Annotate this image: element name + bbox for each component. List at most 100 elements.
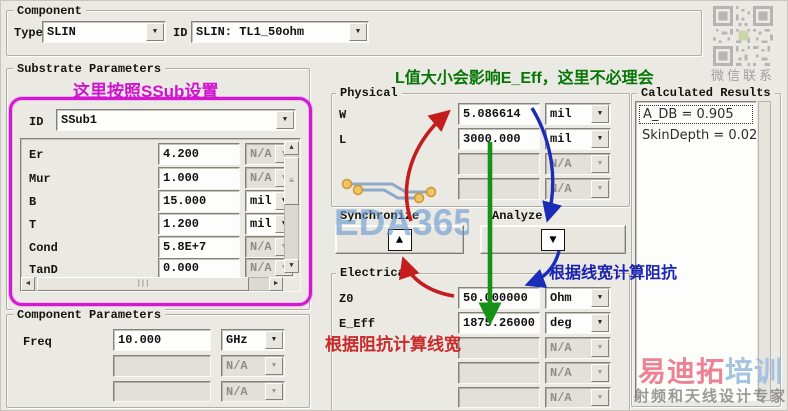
freq-input[interactable] xyxy=(113,329,211,351)
type-dropdown-value: SLIN xyxy=(47,25,76,39)
param-input-tand[interactable] xyxy=(158,258,240,278)
l-label: L xyxy=(339,133,347,147)
param-label-tand: TanD xyxy=(29,263,58,277)
chevron-down-icon: ▼ xyxy=(591,155,609,173)
electrical-input-3 xyxy=(458,337,540,359)
chevron-down-icon: ▼ xyxy=(591,339,609,357)
unit-value: N/A xyxy=(250,261,272,275)
param-input-mur[interactable] xyxy=(158,167,240,189)
blue-annotation: 根据线宽计算阻抗 xyxy=(549,265,678,282)
eeff-input[interactable] xyxy=(458,312,540,334)
scroll-left-icon[interactable]: ◄ xyxy=(21,277,35,291)
electrical-group-title: Electrical xyxy=(336,266,417,280)
up-triangle-icon: ▲ xyxy=(387,228,412,251)
eeff-label: E_Eff xyxy=(339,317,376,331)
component-id-value: SLIN: TL1_50ohm xyxy=(196,25,305,39)
cparam-input-3 xyxy=(113,381,211,402)
electrical-group xyxy=(331,273,630,410)
electrical-unit-3: N/A ▼ xyxy=(545,337,611,359)
physical-group-title: Physical xyxy=(336,86,402,100)
substrate-table xyxy=(20,138,301,292)
chevron-down-icon[interactable]: ▼ xyxy=(146,23,164,41)
cparam-unit-3: N/A ▼ xyxy=(221,381,285,402)
calculated-results-list[interactable]: A_DB = 0.905 SkinDepth = 0.026 xyxy=(635,101,766,401)
result-item[interactable]: A_DB = 0.905 xyxy=(639,105,753,124)
result-item[interactable]: SkinDepth = 0.026 xyxy=(642,128,766,143)
ssub-id-dropdown[interactable]: SSub1 ▼ xyxy=(56,109,296,131)
chevron-down-icon[interactable]: ▼ xyxy=(591,105,609,123)
analyze-button[interactable]: ▼ xyxy=(480,225,626,254)
qr-caption: 微信联系 xyxy=(710,68,775,83)
physical-input-4 xyxy=(458,178,540,200)
chevron-down-icon: ▼ xyxy=(591,364,609,382)
red-annotation: 根据阻抗计算线宽 xyxy=(325,335,461,354)
unit-value: N/A xyxy=(226,359,248,373)
unit-value: N/A xyxy=(550,182,572,196)
down-triangle-icon: ▼ xyxy=(541,228,565,251)
unit-value: N/A xyxy=(550,390,572,405)
z0-input[interactable] xyxy=(458,287,540,309)
param-label-er: Er xyxy=(29,148,44,162)
synchronize-button[interactable]: ▲ xyxy=(335,225,464,254)
chevron-down-icon: ▼ xyxy=(265,383,283,400)
unit-value: GHz xyxy=(226,333,248,347)
param-input-t[interactable] xyxy=(158,213,240,235)
chevron-down-icon: ▼ xyxy=(591,389,609,406)
chevron-down-icon[interactable]: ▼ xyxy=(591,130,609,148)
l-input[interactable] xyxy=(458,128,540,150)
unit-value: N/A xyxy=(226,384,248,399)
electrical-input-5 xyxy=(458,387,540,408)
w-input[interactable] xyxy=(458,103,540,125)
substrate-group-title: Substrate Parameters xyxy=(13,62,166,76)
green-annotation: L值大小会影响E_Eff，这里不必理会 xyxy=(395,70,654,87)
param-label-mur: Mur xyxy=(29,172,51,186)
freq-label: Freq xyxy=(23,335,52,349)
scroll-down-icon[interactable]: ▼ xyxy=(284,259,299,273)
chevron-down-icon[interactable]: ▼ xyxy=(276,111,294,129)
param-label-cond: Cond xyxy=(29,241,58,255)
unit-value: mil xyxy=(250,217,272,231)
cparam-unit-2: N/A ▼ xyxy=(221,355,285,377)
chevron-down-icon[interactable]: ▼ xyxy=(265,331,283,349)
type-dropdown[interactable]: SLIN ▼ xyxy=(42,21,166,43)
eeff-unit-dropdown[interactable]: deg ▼ xyxy=(545,312,611,334)
unit-value: Ohm xyxy=(550,291,572,305)
chevron-down-icon[interactable]: ▼ xyxy=(591,314,609,332)
freq-unit-dropdown[interactable]: GHz ▼ xyxy=(221,329,285,351)
component-id-dropdown[interactable]: SLIN: TL1_50ohm ▼ xyxy=(191,21,369,43)
l-unit-dropdown[interactable]: mil ▼ xyxy=(545,128,611,150)
results-vscrollbar[interactable] xyxy=(758,101,771,401)
unit-value: mil xyxy=(550,132,572,146)
param-input-cond[interactable] xyxy=(158,236,240,258)
ssub-id-value: SSub1 xyxy=(61,113,98,127)
electrical-unit-4: N/A ▼ xyxy=(545,362,611,384)
scroll-up-icon[interactable]: ▲ xyxy=(284,141,299,155)
param-input-b[interactable] xyxy=(158,190,240,212)
physical-group xyxy=(331,93,630,207)
z0-label: Z0 xyxy=(339,292,354,306)
z0-unit-dropdown[interactable]: Ohm ▼ xyxy=(545,287,611,309)
type-label: Type xyxy=(14,26,43,40)
cparam-input-2 xyxy=(113,355,211,377)
unit-value: mil xyxy=(250,194,272,208)
chevron-down-icon: ▼ xyxy=(591,180,609,198)
substrate-annotation: 这里按照SSub设置 xyxy=(73,82,219,101)
chevron-down-icon[interactable]: ▼ xyxy=(591,289,609,307)
unit-value: N/A xyxy=(250,147,272,161)
scroll-right-icon[interactable]: ► xyxy=(269,277,283,291)
hscroll-thumb[interactable]: ||| xyxy=(37,277,249,291)
param-unit-cond: N/A ▼ xyxy=(245,236,295,258)
w-unit-dropdown[interactable]: mil ▼ xyxy=(545,103,611,125)
unit-value: mil xyxy=(550,107,572,121)
param-input-er[interactable] xyxy=(158,143,240,165)
chevron-down-icon[interactable]: ▼ xyxy=(349,23,367,41)
param-label-t: T xyxy=(29,218,37,232)
synchronize-label: Synchronize xyxy=(336,209,424,223)
electrical-unit-5: N/A ▼ xyxy=(545,387,611,408)
vscroll-thumb[interactable]: ≡ xyxy=(284,157,299,205)
unit-value: N/A xyxy=(550,341,572,355)
unit-value: deg xyxy=(550,316,572,330)
chevron-down-icon: ▼ xyxy=(265,357,283,375)
analyze-label: Analyze xyxy=(488,209,547,223)
